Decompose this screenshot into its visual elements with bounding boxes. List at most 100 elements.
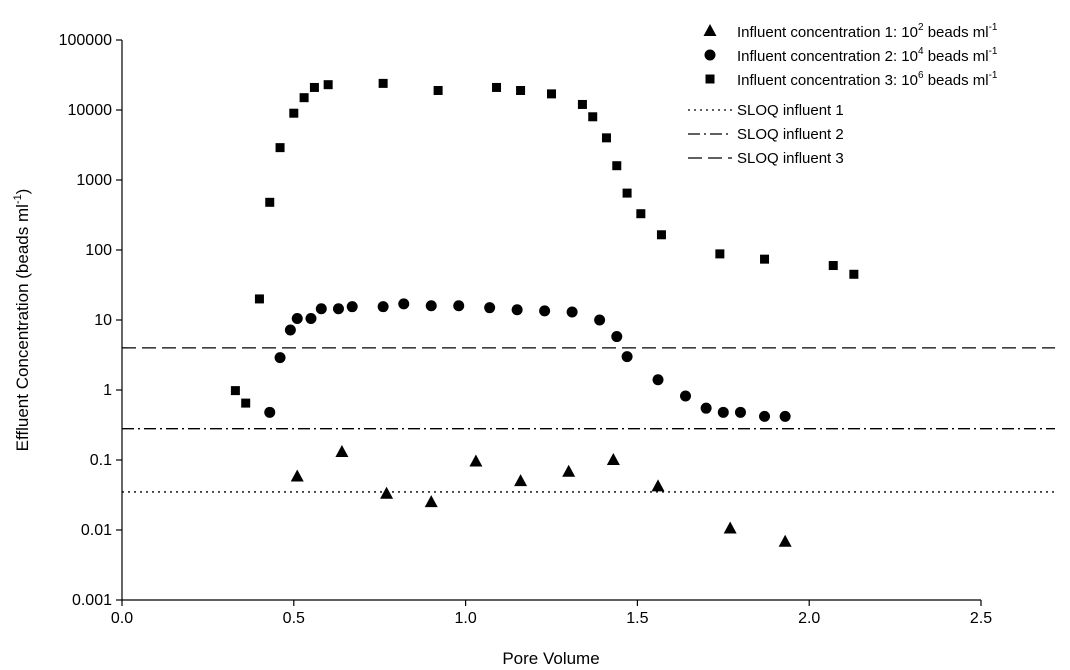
legend-label-unit-exponent: -1 [989,46,998,57]
data-point-series-3 [516,85,526,95]
data-point-series-2 [398,298,410,310]
data-point-series-1 [335,445,349,458]
legend: Influent concentration 1: 102 beads ml-1… [688,22,998,167]
legend-label-exponent: 2 [918,22,924,33]
data-point-series-3 [612,161,622,171]
y-tick-label: 0.001 [72,592,112,609]
data-point-series-1 [514,474,528,487]
data-point-series-3 [760,254,770,264]
legend-marker-circle [704,49,716,61]
data-point-series-3 [299,93,309,103]
data-point-series-3 [230,386,240,396]
data-point-series-2 [377,301,389,313]
data-point-series-2 [332,303,344,315]
data-point-series-1 [778,534,792,547]
y-tick-label: 1 [103,382,112,399]
legend-label-prefix: Influent concentration 1: 10 [737,24,918,41]
data-point-series-1 [562,464,576,477]
data-point-series-3 [265,197,275,207]
data-point-series-3 [309,82,319,92]
data-point-series-3 [323,80,333,90]
data-point-series-2 [594,314,606,326]
data-point-series-1 [651,479,665,492]
data-point-series-3 [289,108,299,118]
data-point-series-1 [606,453,620,465]
y-tick-label: 10 [94,312,112,329]
data-point-series-2 [539,305,551,317]
y-ticks: 0.001 0.01 0.1 1 10 100 1000 10000 100000 [59,32,122,609]
legend-label: Influent concentration 2: 104 beads ml-1 [737,46,998,65]
legend-label-unit: beads ml [924,24,989,41]
legend-label: Influent concentration 3: 106 beads ml-1 [737,70,998,89]
data-point-series-2 [511,304,523,316]
x-tick-label: 1.5 [626,610,648,627]
y-tick-label: 1000 [76,172,112,189]
data-point-series-2 [759,410,771,422]
legend-label-prefix: Influent concentration 3: 10 [737,72,918,89]
data-point-series-1 [424,495,438,508]
y-axis-label-close: ) [13,189,32,195]
legend-label-unit: beads ml [924,72,989,89]
legend-marker-triangle [703,24,717,36]
data-point-series-2 [652,374,664,386]
legend-label-exponent: 4 [918,46,924,57]
legend-label-unit: beads ml [924,48,989,65]
data-point-series-2 [734,406,746,418]
data-point-series-2 [717,406,729,418]
data-point-series-2 [700,402,712,414]
legend-label-unit-exponent: -1 [989,70,998,81]
data-markers [230,78,859,547]
data-point-series-2 [284,324,296,336]
data-point-series-2 [274,352,286,364]
x-tick-label: 1.0 [454,610,476,627]
y-axis-label: Effluent Concentration (beads ml-1) [12,189,32,452]
data-point-series-2 [779,410,791,422]
data-point-series-3 [715,249,725,259]
data-point-series-2 [680,390,692,402]
data-point-series-1 [723,521,737,534]
data-point-series-2 [305,313,317,325]
legend-marker-square [705,74,715,84]
x-axis-label: Pore Volume [502,649,599,668]
y-tick-label: 100000 [59,32,112,49]
axes: 0.0 0.5 1.0 1.5 2.0 2.5 0.001 0.01 0.1 1 10 100 100… [59,32,993,627]
data-point-series-3 [492,82,502,92]
data-point-series-2 [291,313,303,325]
legend-label-unit-exponent: -1 [989,22,998,33]
y-tick-label: 0.01 [81,522,112,539]
data-point-series-2 [621,351,633,363]
data-point-series-3 [241,398,251,408]
data-point-series-3 [275,143,285,153]
data-point-series-2 [425,300,437,312]
data-point-series-3 [636,209,646,219]
data-point-series-3 [378,78,388,88]
data-point-series-2 [315,303,327,315]
legend-label-exponent: 6 [918,70,924,81]
data-point-series-3 [254,294,264,304]
legend-label: Influent concentration 1: 102 beads ml-1 [737,22,998,41]
data-point-series-1 [469,454,483,467]
data-point-series-3 [433,85,443,95]
data-point-series-2 [484,302,496,314]
data-point-series-3 [547,89,556,99]
x-tick-label: 0.5 [283,610,305,627]
data-point-series-2 [611,331,623,343]
data-point-series-3 [828,261,838,271]
y-tick-label: 100 [85,242,112,259]
y-tick-label: 10000 [68,102,113,119]
x-tick-label: 0.0 [111,610,133,627]
legend-label: SLOQ influent 1 [737,102,844,119]
y-axis-label-superscript: -1 [12,194,24,204]
legend-label-prefix: Influent concentration 2: 10 [737,48,918,65]
data-point-series-2 [264,406,276,418]
data-point-series-1 [290,469,304,482]
data-point-series-3 [656,230,666,240]
data-point-series-3 [601,133,611,143]
x-tick-label: 2.5 [970,610,992,627]
data-point-series-1 [380,486,394,499]
y-axis-label-main: Effluent Concentration (beads ml [13,204,32,451]
y-tick-label: 0.1 [90,452,112,469]
data-point-series-2 [453,300,465,312]
legend-label: SLOQ influent 2 [737,126,844,143]
